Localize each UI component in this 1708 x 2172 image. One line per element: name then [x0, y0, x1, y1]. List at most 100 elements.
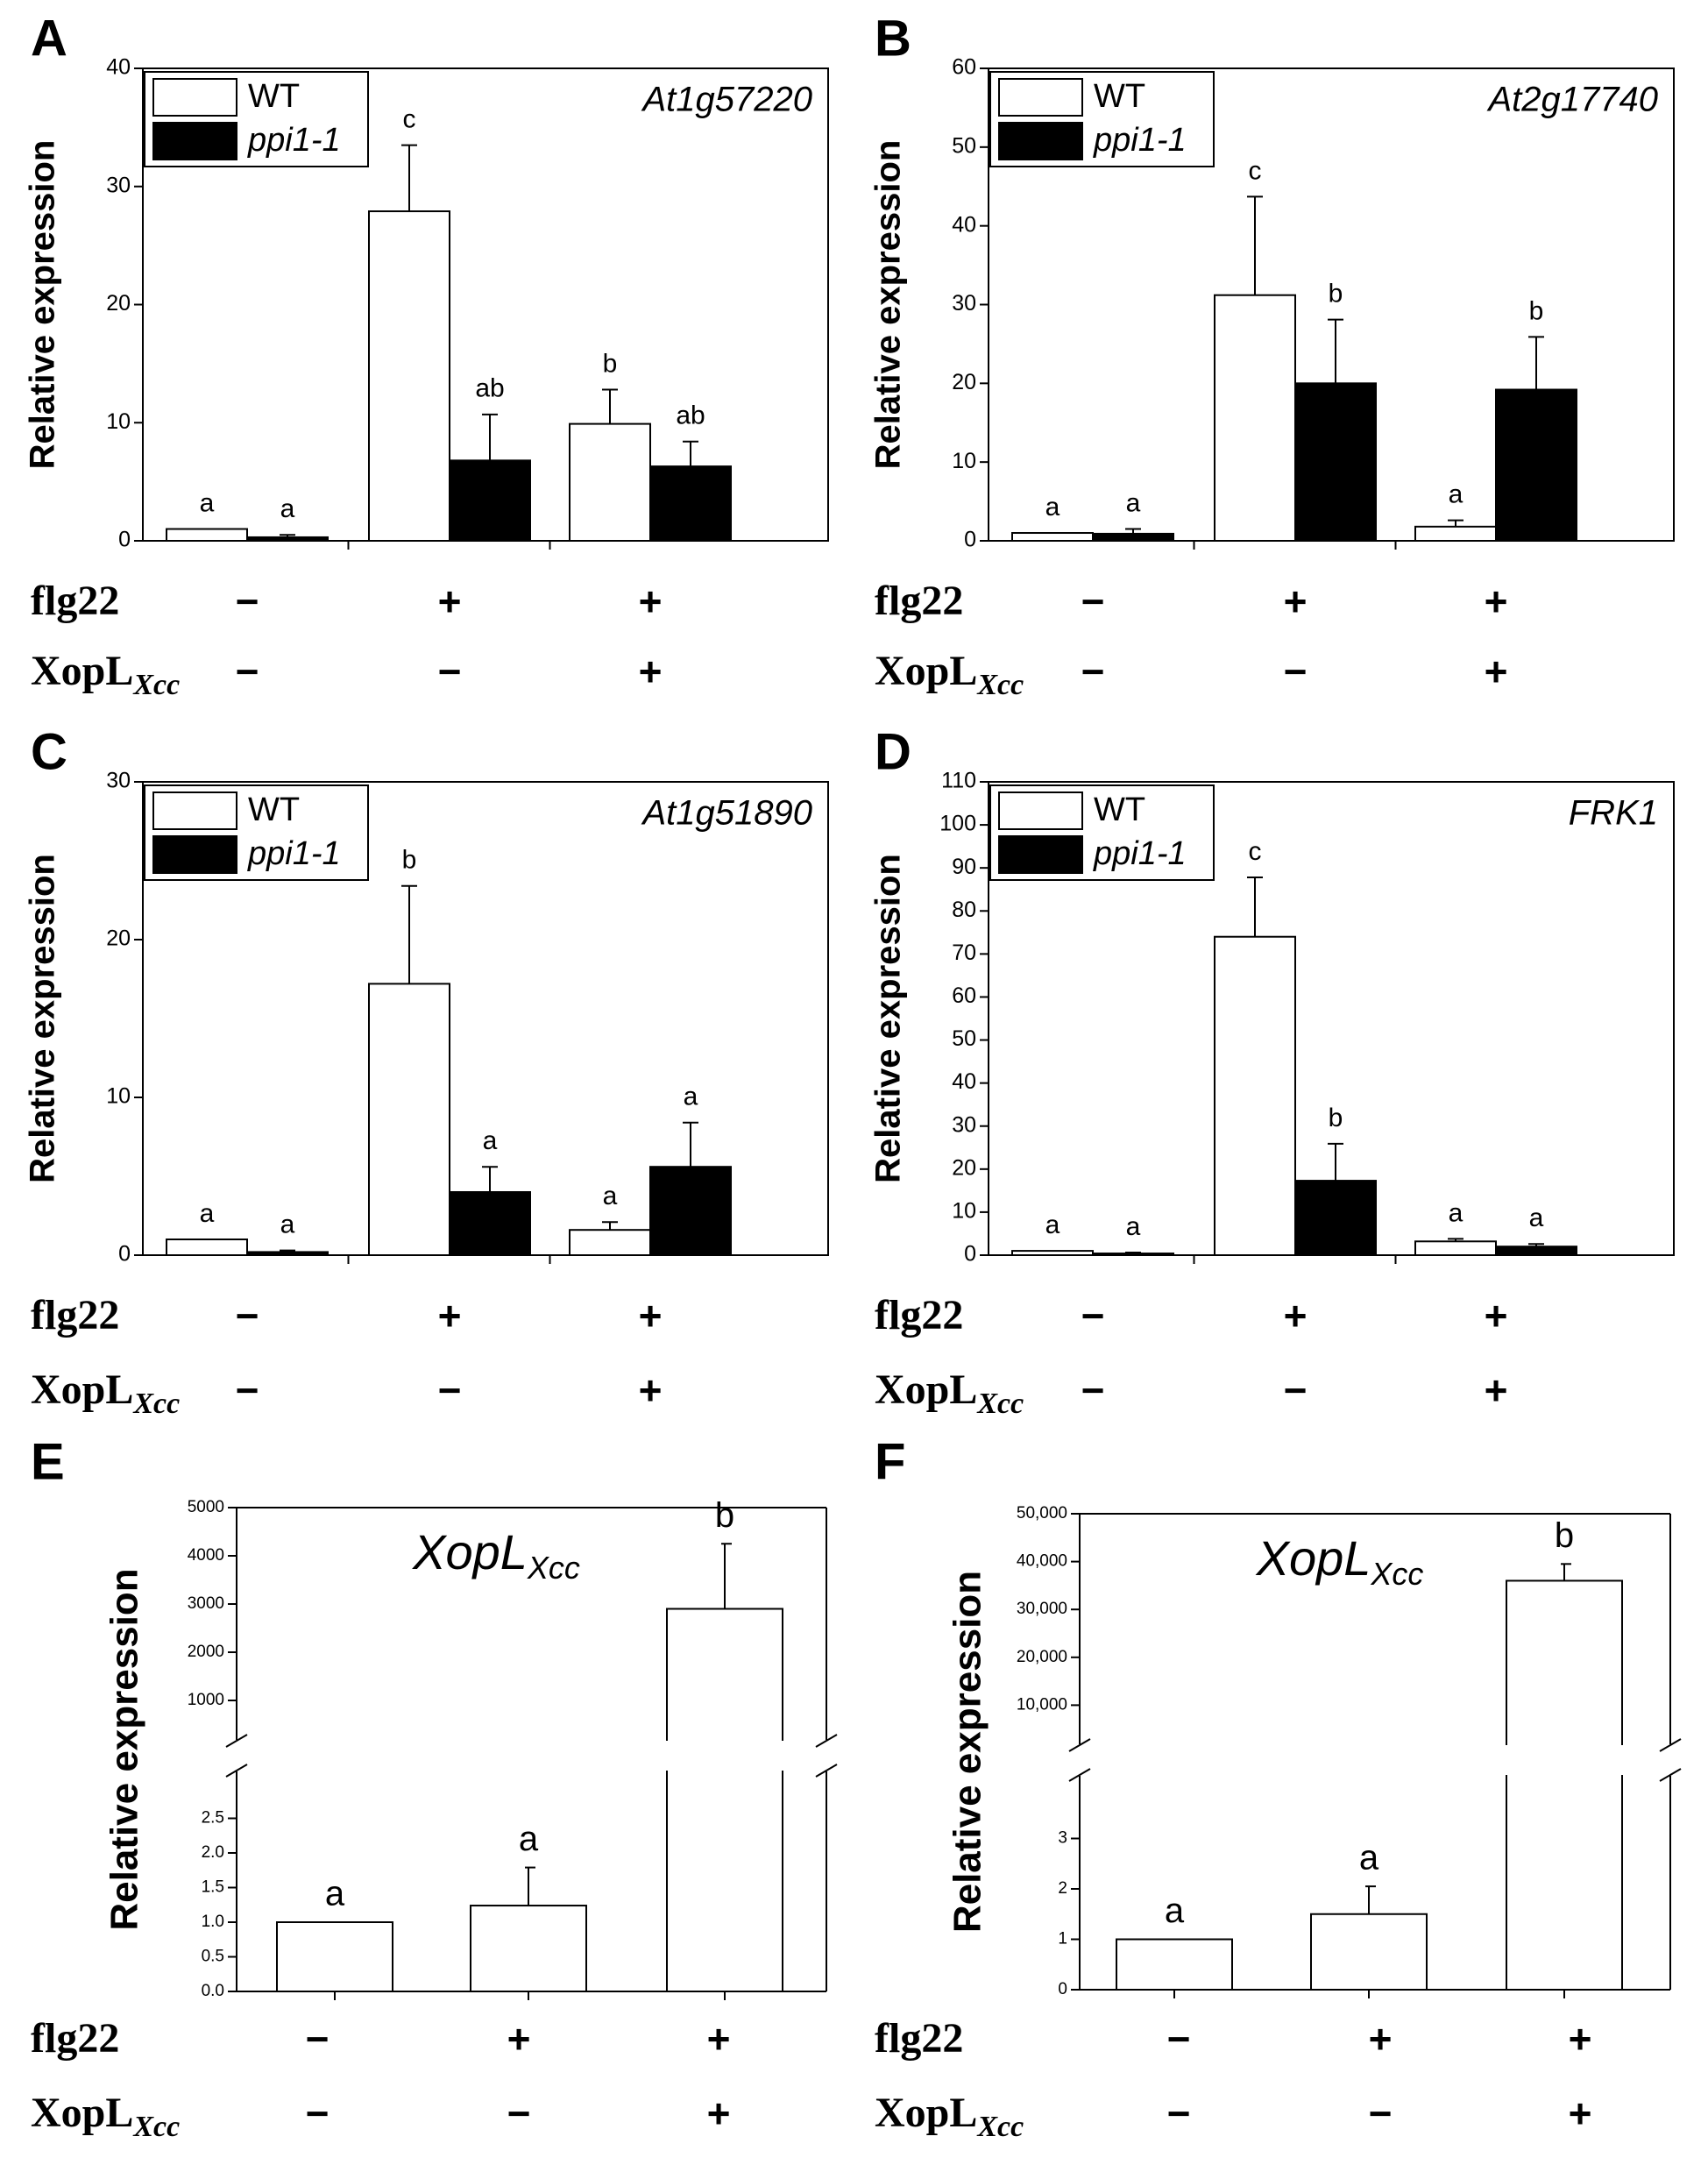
xopl-sign: −	[507, 2090, 531, 2136]
significance-letter: c	[1249, 837, 1262, 866]
axis-break-mark	[815, 1764, 838, 1778]
bar-wt	[1011, 532, 1094, 542]
y-tick-label: 2.5	[202, 1809, 224, 1828]
y-tick-label: 20,000	[1017, 1648, 1067, 1666]
significance-letter: a	[1449, 1198, 1463, 1227]
flg22-sign: +	[1485, 1293, 1508, 1338]
y-tick-label: 40	[952, 1069, 976, 1094]
y-tick-label: 50,000	[1017, 1504, 1067, 1523]
treatment-table-C: flg22 XopLXcc − − + − + +	[31, 1292, 662, 1420]
xopl-sign: −	[1081, 1367, 1105, 1413]
legend-swatch-wt	[152, 791, 237, 830]
y-tick-label: 2	[1058, 1879, 1067, 1898]
y-tick-label: 50	[952, 1026, 976, 1051]
xopl-sign: −	[1284, 1367, 1308, 1413]
y-tick-label: 10	[106, 1084, 131, 1109]
title-main: XopL	[1255, 1530, 1371, 1586]
axis-break-mark	[815, 1734, 838, 1748]
treatment-table-D: flg22 XopLXcc − − + − + +	[875, 1292, 1507, 1420]
significance-letter: a	[603, 1182, 618, 1210]
bar-break-gap	[668, 1739, 782, 1772]
xopl-subscript: Xcc	[976, 669, 1024, 701]
significance-letter: b	[1555, 1516, 1574, 1555]
bar	[276, 1921, 393, 1992]
y-tick-label: 0	[118, 528, 131, 552]
bar-ppi1-1	[1294, 382, 1377, 543]
y-tick-label: 4000	[188, 1546, 224, 1565]
y-tick-label: 10,000	[1017, 1695, 1067, 1714]
legend-label-ppi1-1: ppi1-1	[247, 835, 341, 872]
xopl-main: XopL	[875, 2090, 977, 2136]
y-tick-label: 60	[952, 983, 976, 1008]
y-tick-label: 60	[952, 55, 976, 80]
bar-wt	[1414, 525, 1497, 543]
y-tick-label: 30	[952, 291, 976, 316]
y-tick-label: 1.0	[202, 1913, 224, 1931]
y-tick-label: 0	[1058, 1980, 1067, 1998]
flg22-label: flg22	[875, 2015, 963, 2062]
bar-wt	[1214, 935, 1296, 1257]
y-tick-label: 40	[106, 55, 131, 80]
panel-C: C 0 10 20 30 Relative expression a b a a a a At1g518…	[24, 723, 829, 1267]
bar-wt	[569, 1229, 651, 1256]
bar-ppi1-1	[449, 459, 531, 542]
xopl-main: XopL	[31, 648, 133, 694]
y-tick-label: 2.0	[202, 1843, 224, 1862]
legend-swatch-wt	[152, 78, 237, 117]
y-axis-label: Relative expression	[869, 140, 908, 470]
flg22-sign: −	[236, 578, 259, 624]
gene-name: At2g17740	[1486, 81, 1658, 119]
bar-ppi1-1	[1092, 1253, 1174, 1257]
xopl-sign: −	[438, 1367, 462, 1413]
significance-letter: a	[200, 488, 215, 517]
bar	[1506, 1775, 1623, 1991]
flg22-sign: −	[1081, 1293, 1105, 1338]
bar-wt	[1011, 1250, 1094, 1257]
legend-swatch-ppi1-1	[998, 122, 1083, 160]
legend-label-ppi1-1: ppi1-1	[1093, 835, 1187, 872]
significance-letter: c	[1249, 156, 1262, 185]
xopl-main: XopL	[875, 648, 977, 694]
bar-wt	[166, 1239, 248, 1256]
xopl-label: XopLXcc	[875, 648, 1024, 701]
panel-A: A 0 10 20 30 40 Relative expression a c b a ab ab At1…	[24, 10, 829, 552]
flg22-sign: +	[639, 1293, 663, 1338]
y-tick-label: 10	[952, 449, 976, 473]
y-tick-label: 20	[952, 1155, 976, 1180]
y-tick-label: 0	[118, 1242, 131, 1267]
significance-letter: b	[1329, 1104, 1343, 1132]
y-tick-label: 10	[952, 1199, 976, 1224]
treatment-table-B: flg22 XopLXcc − − + − + +	[875, 578, 1507, 701]
bar-ppi1-1	[1495, 388, 1577, 542]
y-tick-label: 30	[106, 173, 131, 197]
y-axis-label: Relative expression	[103, 1568, 146, 1930]
flg22-sign: +	[1284, 1293, 1308, 1338]
legend-swatch-ppi1-1	[152, 122, 237, 160]
bar-wt	[569, 422, 651, 542]
flg22-sign: +	[438, 1293, 462, 1338]
y-tick-label: 1.5	[202, 1878, 224, 1897]
xopl-label: XopLXcc	[31, 2090, 180, 2143]
significance-letter: b	[1529, 296, 1544, 325]
y-tick-label: 0.5	[202, 1948, 224, 1966]
axis-break-mark	[225, 1764, 248, 1778]
legend-swatch-wt	[998, 791, 1083, 830]
y-tick-label: 20	[106, 926, 131, 951]
significance-letter: ab	[676, 401, 705, 430]
bar-ppi1-1	[649, 1166, 732, 1256]
significance-letter: b	[402, 846, 417, 875]
y-tick-label: 30	[106, 769, 131, 793]
significance-letter: a	[1165, 1892, 1185, 1930]
legend-label-wt: WT	[248, 78, 300, 115]
xopl-label: XopLXcc	[31, 1366, 180, 1420]
significance-letter: a	[1126, 488, 1141, 517]
significance-letter: a	[280, 1210, 295, 1239]
legend-swatch-wt	[998, 78, 1083, 117]
significance-letter: a	[1529, 1203, 1544, 1232]
flg22-sign: +	[1369, 2016, 1393, 2062]
gene-name: At1g57220	[641, 81, 812, 119]
treatment-table-A: flg22 XopLXcc − − + − + +	[31, 578, 662, 701]
chart-title: XopLXcc	[1255, 1530, 1424, 1592]
bar-wt	[1414, 1240, 1497, 1256]
